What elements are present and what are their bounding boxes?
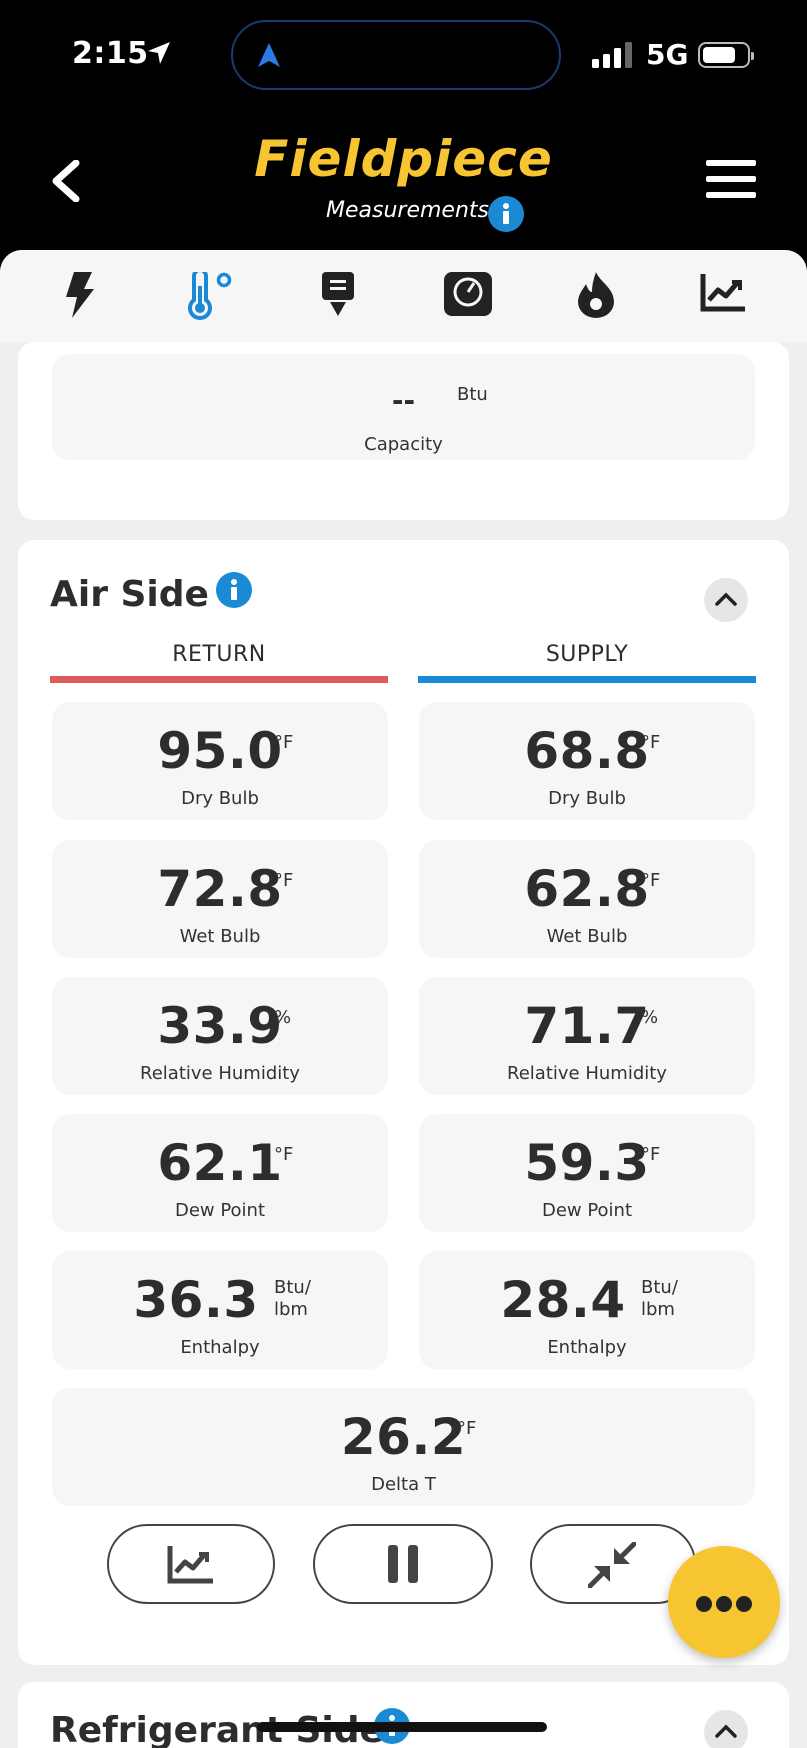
reading-label: Dry Bulb [548,788,626,809]
dot [696,1596,712,1612]
supply-enthalpy-tile: 28.4 Btu/ lbm Enthalpy [419,1251,755,1369]
reading-unit: % [641,1007,659,1028]
chevron-up-icon [715,592,737,606]
capacity-label: Capacity [364,434,443,455]
info-icon[interactable] [216,572,252,608]
location-arrow-icon [148,42,170,64]
supply-dew-point-tile: 59.3 °F Dew Point [419,1114,755,1232]
delta-t-tile: 26.2 °F Delta T [52,1388,755,1506]
dynamic-island [231,20,561,90]
thermometer-icon[interactable] [184,272,236,320]
reading-label: Enthalpy [180,1337,260,1358]
network-type: 5G [646,38,689,71]
reading-unit: °F [457,1418,477,1439]
unit-line: lbm [641,1299,675,1320]
reading-unit: Btu/ lbm [274,1277,311,1321]
return-color-bar [50,676,388,683]
collapse-button[interactable] [704,1710,748,1748]
reading-value: 72.8 [157,860,283,918]
section-title: Air Side [50,574,209,615]
capacity-unit: Btu [457,384,488,405]
chevron-up-icon [715,1724,737,1738]
flame-icon[interactable] [578,272,614,318]
pause-button[interactable] [313,1524,493,1604]
return-dew-point-tile: 62.1 °F Dew Point [52,1114,388,1232]
reading-value: 33.9 [157,997,283,1055]
reading-value: 62.8 [524,860,650,918]
reading-label: Relative Humidity [507,1063,667,1084]
reading-value: 28.4 [500,1271,626,1329]
reading-unit: °F [641,1144,661,1165]
chart-icon[interactable] [700,272,746,312]
return-humidity-tile: 33.9 % Relative Humidity [52,977,388,1095]
return-header: RETURN [172,642,266,667]
category-toolbar [0,250,807,342]
refrigerant-side-card: Refrigerant Side [18,1682,789,1748]
reading-unit: °F [274,732,294,753]
reading-label: Wet Bulb [546,926,628,947]
reading-value: 95.0 [157,722,283,780]
supply-header: SUPPLY [545,642,629,667]
reading-value: 62.1 [157,1134,283,1192]
reading-label: Dry Bulb [181,788,259,809]
supply-dry-bulb-tile: 68.8 °F Dry Bulb [419,702,755,820]
home-indicator[interactable] [257,1722,547,1732]
supply-color-bar [418,676,756,683]
reading-value: 36.3 [133,1271,259,1329]
chart-icon [167,1546,213,1584]
reading-label: Delta T [371,1474,436,1495]
capacity-value: -- [391,384,416,417]
reading-unit: % [274,1007,292,1028]
capacity-card: -- Btu Capacity [18,342,789,520]
reading-unit: Btu/ lbm [641,1277,678,1321]
compress-arrows-icon [588,1542,636,1588]
info-icon[interactable] [488,196,524,232]
dot [736,1596,752,1612]
air-side-card: Air Side RETURN SUPPLY 95.0 °F Dry Bulb … [18,540,789,1665]
return-enthalpy-tile: 36.3 Btu/ lbm Enthalpy [52,1251,388,1369]
more-options-button[interactable] [668,1546,780,1658]
reading-label: Relative Humidity [140,1063,300,1084]
capacity-tile: -- Btu Capacity [52,354,755,460]
reading-label: Wet Bulb [179,926,261,947]
dot [716,1596,732,1612]
page-subtitle: Measurements [326,198,489,223]
navigation-arrow-icon [258,43,280,67]
lightning-icon[interactable] [64,272,96,318]
download-icon[interactable] [320,272,356,320]
unit-line: lbm [274,1299,308,1320]
reading-unit: °F [641,732,661,753]
app-header: Fieldpiece Measurements [0,110,807,250]
back-chevron-icon[interactable] [50,160,82,202]
pause-icon [388,1545,418,1583]
reading-value: 71.7 [524,997,650,1055]
unit-line: Btu/ [641,1277,678,1298]
gauge-icon[interactable] [444,272,492,316]
reading-unit: °F [641,870,661,891]
graph-button[interactable] [107,1524,275,1604]
reading-label: Dew Point [541,1200,633,1221]
status-time: 2:15 [72,36,149,71]
return-dry-bulb-tile: 95.0 °F Dry Bulb [52,702,388,820]
reading-value: 68.8 [524,722,650,780]
main-content: -- Btu Capacity Air Side RETURN SUPPLY 9… [0,250,807,1748]
battery-icon [698,42,754,68]
reading-label: Dew Point [174,1200,266,1221]
brand-logo: Fieldpiece [254,130,553,188]
status-bar: 2:15 5G [0,0,807,110]
signal-icon [592,42,632,68]
reading-value: 59.3 [524,1134,650,1192]
return-wet-bulb-tile: 72.8 °F Wet Bulb [52,840,388,958]
unit-line: Btu/ [274,1277,311,1298]
collapse-view-button[interactable] [530,1524,696,1604]
reading-label: Enthalpy [547,1337,627,1358]
supply-humidity-tile: 71.7 % Relative Humidity [419,977,755,1095]
reading-unit: °F [274,1144,294,1165]
supply-wet-bulb-tile: 62.8 °F Wet Bulb [419,840,755,958]
hamburger-menu-icon[interactable] [706,160,756,208]
reading-unit: °F [274,870,294,891]
reading-value: 26.2 [340,1408,467,1466]
collapse-button[interactable] [704,578,748,622]
